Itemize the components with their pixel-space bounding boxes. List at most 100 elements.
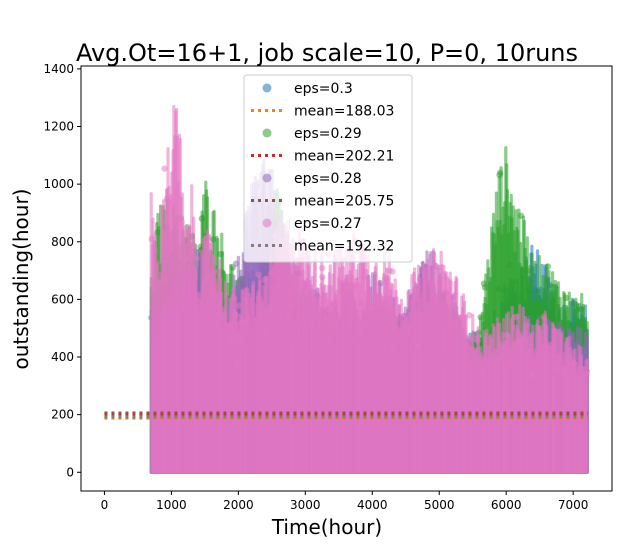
y-tick-label-7: 1400 bbox=[43, 62, 74, 76]
point-21 bbox=[512, 313, 519, 321]
point-6 bbox=[369, 312, 376, 319]
point-86 bbox=[210, 236, 217, 243]
y-axis: 0 200 400 600 800 1000 1200 1400 bbox=[43, 62, 81, 479]
point-5 bbox=[239, 319, 247, 326]
point-47 bbox=[478, 370, 486, 377]
x-tick-label-3: 3000 bbox=[290, 498, 321, 512]
point-52 bbox=[524, 286, 532, 293]
point-38 bbox=[162, 275, 170, 282]
x-tick-label-5: 5000 bbox=[424, 498, 455, 512]
point-53 bbox=[411, 291, 419, 298]
point-80 bbox=[255, 271, 262, 278]
point-25 bbox=[361, 321, 369, 329]
y-tick-label-6: 1200 bbox=[43, 120, 74, 134]
point-62 bbox=[235, 302, 243, 309]
legend-item-6: eps=0.27 bbox=[262, 216, 362, 232]
x-tick-label-2: 2000 bbox=[223, 498, 254, 512]
point-50 bbox=[227, 322, 235, 329]
y-tick-label-2: 400 bbox=[51, 350, 74, 364]
point-12 bbox=[232, 312, 239, 319]
legend-item-2: eps=0.29 bbox=[262, 126, 362, 142]
point-55 bbox=[503, 331, 511, 339]
y-tick-label-0: 0 bbox=[66, 465, 74, 479]
x-tick-label-1: 1000 bbox=[156, 498, 187, 512]
point-39 bbox=[577, 305, 585, 313]
point-27 bbox=[232, 260, 240, 267]
y-tick-label-3: 600 bbox=[51, 292, 74, 306]
legend-item-5: mean=205.75 bbox=[251, 194, 394, 210]
point-85 bbox=[280, 262, 287, 269]
legend-label: eps=0.28 bbox=[294, 171, 362, 187]
point-7 bbox=[367, 305, 375, 312]
legend-item-0: eps=0.3 bbox=[262, 81, 353, 97]
point-24 bbox=[214, 268, 222, 275]
y-tick-label-5: 1000 bbox=[43, 177, 74, 191]
legend: eps=0.3 mean=188.03 eps=0.29 mean=202.21 eps… bbox=[243, 74, 413, 263]
point-57 bbox=[186, 249, 193, 256]
point-39 bbox=[352, 282, 359, 289]
legend-item-4: eps=0.28 bbox=[262, 171, 362, 187]
legend-item-1: mean=188.03 bbox=[251, 104, 394, 120]
legend-label: mean=205.75 bbox=[294, 194, 394, 210]
point-36 bbox=[465, 312, 473, 319]
point-65 bbox=[227, 334, 235, 341]
point-32 bbox=[405, 327, 412, 334]
point-8 bbox=[297, 279, 305, 286]
x-tick-label-4: 4000 bbox=[357, 498, 388, 512]
point-33 bbox=[267, 270, 275, 277]
point-52 bbox=[212, 321, 220, 329]
point-40 bbox=[204, 234, 211, 241]
legend-marker bbox=[262, 128, 272, 138]
y-tick-label-4: 800 bbox=[51, 235, 74, 249]
point-19 bbox=[275, 282, 282, 290]
legend-label: eps=0.27 bbox=[294, 216, 362, 232]
point-60 bbox=[517, 212, 525, 220]
point-66 bbox=[424, 301, 431, 308]
point-53 bbox=[506, 261, 513, 269]
point-9 bbox=[362, 268, 369, 275]
point-60 bbox=[340, 288, 347, 295]
point-49 bbox=[230, 293, 237, 301]
point-74 bbox=[512, 324, 519, 332]
point-58 bbox=[163, 195, 171, 203]
point-4 bbox=[156, 278, 163, 286]
point-14 bbox=[382, 275, 389, 282]
point-31 bbox=[319, 264, 326, 272]
point-54 bbox=[296, 312, 303, 319]
y-axis-label: outstanding(hour) bbox=[9, 189, 33, 370]
point-12 bbox=[243, 270, 251, 278]
plot-frame bbox=[80, 65, 613, 492]
point-20 bbox=[148, 235, 155, 243]
legend-box bbox=[243, 74, 413, 263]
point-27 bbox=[202, 277, 209, 284]
point-5 bbox=[217, 250, 224, 258]
point-75 bbox=[161, 165, 168, 172]
point-1 bbox=[262, 330, 270, 337]
legend-label: mean=188.03 bbox=[294, 104, 394, 120]
series-layer bbox=[104, 104, 590, 474]
point-87 bbox=[389, 343, 397, 350]
x-tick-label-6: 6000 bbox=[491, 498, 522, 512]
point-80 bbox=[497, 169, 504, 176]
point-43 bbox=[554, 365, 561, 372]
point-83 bbox=[474, 337, 481, 344]
legend-marker bbox=[262, 173, 272, 183]
point-28 bbox=[186, 240, 193, 248]
point-11 bbox=[319, 273, 326, 281]
point-48 bbox=[261, 276, 268, 284]
point-10 bbox=[561, 367, 568, 375]
x-axis: 0 1000 2000 3000 4000 5000 6000 7000 bbox=[101, 491, 588, 512]
point-67 bbox=[185, 254, 193, 262]
point-37 bbox=[505, 357, 512, 364]
point-83 bbox=[536, 301, 543, 308]
point-41 bbox=[267, 305, 274, 313]
point-0 bbox=[583, 371, 590, 378]
x-axis-label: Time(hour) bbox=[271, 515, 382, 539]
point-68 bbox=[453, 322, 460, 330]
point-59 bbox=[509, 278, 517, 285]
point-72 bbox=[239, 338, 246, 345]
point-23 bbox=[285, 311, 292, 318]
point-42 bbox=[563, 376, 571, 383]
point-18 bbox=[233, 359, 240, 366]
